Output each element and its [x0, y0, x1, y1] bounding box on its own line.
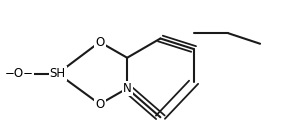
Text: −O−: −O− — [4, 67, 33, 80]
Text: N: N — [123, 82, 131, 95]
Text: O: O — [95, 98, 104, 111]
Text: O: O — [95, 36, 104, 48]
Text: SH: SH — [50, 67, 66, 80]
